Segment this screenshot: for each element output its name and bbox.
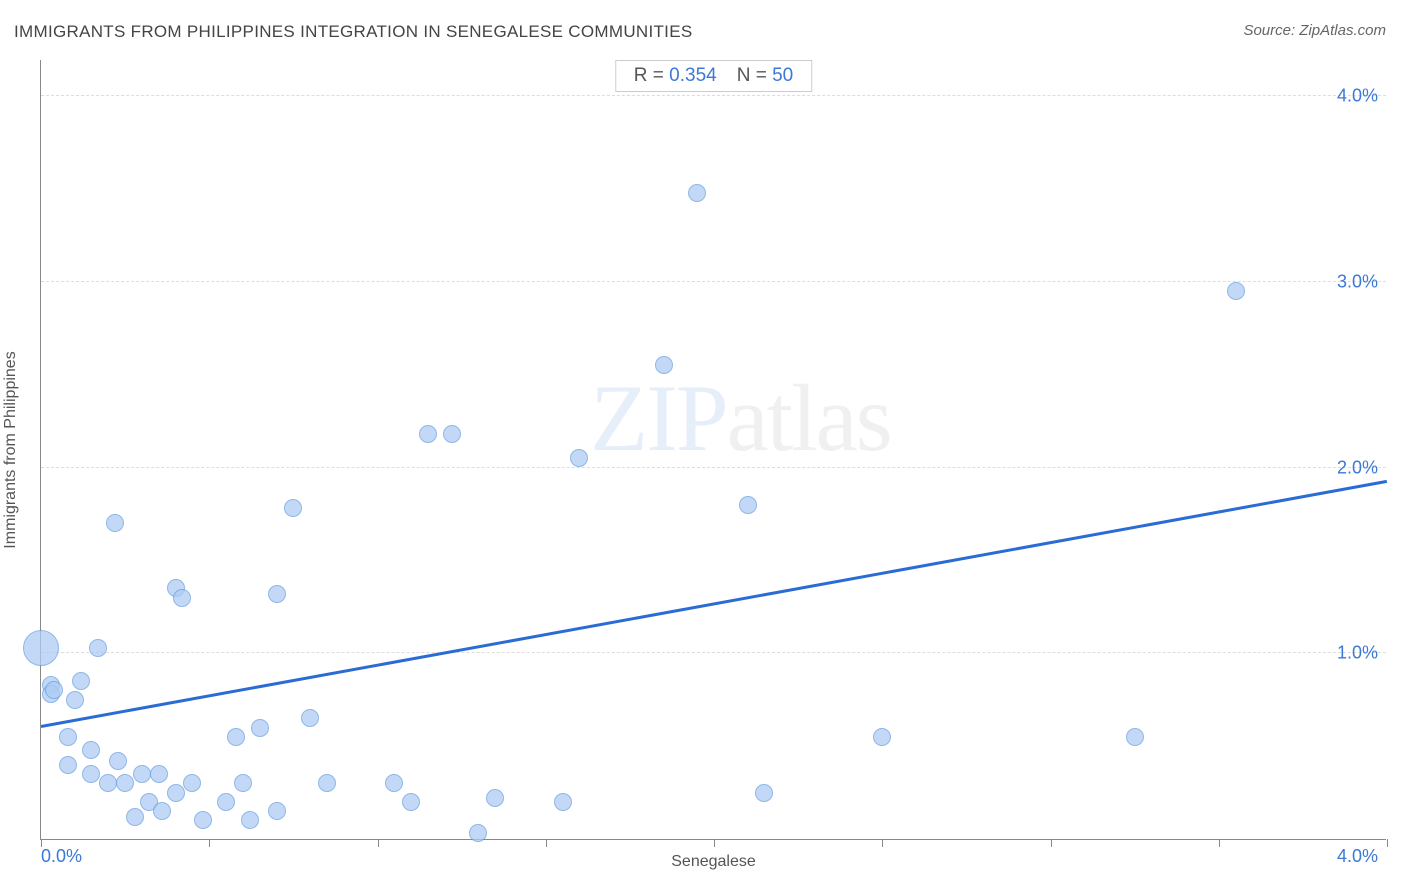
scatter-point[interactable]: [72, 672, 90, 690]
y-tick-label: 4.0%: [1337, 86, 1378, 107]
x-tick: [209, 839, 210, 847]
scatter-point[interactable]: [183, 774, 201, 792]
scatter-point[interactable]: [486, 789, 504, 807]
scatter-point[interactable]: [234, 774, 252, 792]
scatter-point[interactable]: [268, 585, 286, 603]
x-tick: [882, 839, 883, 847]
scatter-point[interactable]: [469, 824, 487, 842]
scatter-point[interactable]: [109, 752, 127, 770]
trendline: [41, 479, 1388, 727]
source-label: Source: ZipAtlas.com: [1243, 22, 1386, 39]
scatter-point[interactable]: [284, 499, 302, 517]
x-tick: [1051, 839, 1052, 847]
scatter-point[interactable]: [59, 728, 77, 746]
watermark-left: ZIP: [590, 365, 727, 471]
gridline: [41, 467, 1386, 468]
scatter-point[interactable]: [419, 425, 437, 443]
watermark-right: atlas: [727, 365, 891, 471]
scatter-point[interactable]: [126, 808, 144, 826]
scatter-point[interactable]: [873, 728, 891, 746]
scatter-point[interactable]: [251, 719, 269, 737]
scatter-point[interactable]: [82, 741, 100, 759]
scatter-plot: ZIPatlas Immigrants from Philippines Sen…: [40, 60, 1386, 840]
scatter-point[interactable]: [739, 496, 757, 514]
scatter-point[interactable]: [570, 449, 588, 467]
scatter-point[interactable]: [82, 765, 100, 783]
gridline: [41, 281, 1386, 282]
scatter-point[interactable]: [655, 356, 673, 374]
scatter-point[interactable]: [301, 709, 319, 727]
scatter-point[interactable]: [443, 425, 461, 443]
scatter-point[interactable]: [194, 811, 212, 829]
y-tick-label: 2.0%: [1337, 457, 1378, 478]
x-min-label: 0.0%: [41, 846, 82, 867]
scatter-point[interactable]: [106, 514, 124, 532]
stat-r-label: R =: [634, 65, 664, 86]
stat-n-value: 50: [772, 65, 793, 86]
scatter-point[interactable]: [385, 774, 403, 792]
y-tick-label: 1.0%: [1337, 643, 1378, 664]
x-tick: [1219, 839, 1220, 847]
scatter-point[interactable]: [116, 774, 134, 792]
x-max-label: 4.0%: [1337, 846, 1378, 867]
stat-r-value: 0.354: [669, 65, 717, 86]
x-tick: [1387, 839, 1388, 847]
scatter-point[interactable]: [227, 728, 245, 746]
y-axis-label: Immigrants from Philippines: [2, 351, 20, 548]
scatter-point[interactable]: [167, 784, 185, 802]
gridline: [41, 652, 1386, 653]
scatter-point[interactable]: [45, 681, 63, 699]
gridline: [41, 95, 1386, 96]
scatter-point[interactable]: [173, 589, 191, 607]
scatter-point[interactable]: [217, 793, 235, 811]
scatter-point[interactable]: [318, 774, 336, 792]
scatter-point[interactable]: [241, 811, 259, 829]
scatter-point[interactable]: [755, 784, 773, 802]
scatter-point[interactable]: [1227, 282, 1245, 300]
scatter-point[interactable]: [23, 630, 59, 666]
x-axis-label: Senegalese: [671, 853, 756, 871]
scatter-point[interactable]: [150, 765, 168, 783]
scatter-point[interactable]: [66, 691, 84, 709]
scatter-point[interactable]: [1126, 728, 1144, 746]
scatter-point[interactable]: [99, 774, 117, 792]
x-tick: [378, 839, 379, 847]
x-tick: [714, 839, 715, 847]
scatter-point[interactable]: [153, 802, 171, 820]
scatter-point[interactable]: [59, 756, 77, 774]
stat-n-label: N =: [737, 65, 767, 86]
scatter-point[interactable]: [268, 802, 286, 820]
stat-r: R = 0.354: [634, 65, 717, 87]
x-tick: [546, 839, 547, 847]
chart-title: IMMIGRANTS FROM PHILIPPINES INTEGRATION …: [14, 22, 692, 42]
scatter-point[interactable]: [89, 639, 107, 657]
watermark: ZIPatlas: [590, 363, 891, 473]
scatter-point[interactable]: [133, 765, 151, 783]
y-tick-label: 3.0%: [1337, 271, 1378, 292]
stat-n: N = 50: [737, 65, 794, 87]
scatter-point[interactable]: [688, 184, 706, 202]
scatter-point[interactable]: [402, 793, 420, 811]
scatter-point[interactable]: [554, 793, 572, 811]
x-tick: [41, 839, 42, 847]
stats-box: R = 0.354 N = 50: [615, 60, 812, 92]
